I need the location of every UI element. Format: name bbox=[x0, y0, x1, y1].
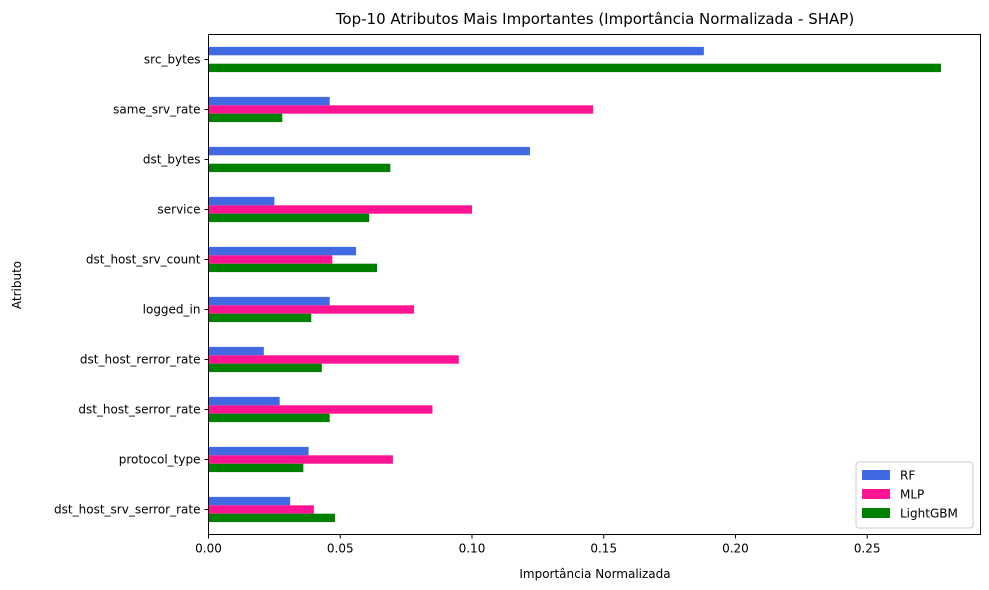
x-tick-label-0-15: 0.15 bbox=[590, 542, 617, 556]
legend-swatch-rf bbox=[862, 470, 890, 480]
bar-rf-service bbox=[208, 196, 275, 206]
x-axis-title: Importância Normalizada bbox=[519, 567, 670, 581]
y-tick-label-src-bytes: src_bytes bbox=[144, 53, 201, 67]
plot-frame bbox=[208, 34, 981, 535]
bar-mlp-dst-host-rerror-rate bbox=[208, 355, 459, 364]
bar-lightgbm-same-srv-rate bbox=[208, 113, 283, 123]
bar-lightgbm-dst-host-srv-serror-rate bbox=[208, 513, 335, 523]
bar-lightgbm-protocol-type bbox=[208, 463, 304, 473]
bar-mlp-dst-host-srv-serror-rate bbox=[208, 505, 314, 514]
y-tick-label-same-srv-rate: same_srv_rate bbox=[113, 103, 200, 117]
bar-rf-dst-host-srv-serror-rate bbox=[208, 496, 291, 506]
bar-rf-dst-host-serror-rate bbox=[208, 396, 280, 406]
bar-lightgbm-logged-in bbox=[208, 313, 312, 323]
bar-lightgbm-src-bytes bbox=[208, 63, 941, 73]
bar-rf-dst-host-rerror-rate bbox=[208, 346, 264, 356]
bar-lightgbm-dst-host-serror-rate bbox=[208, 413, 330, 423]
legend-label-rf: RF bbox=[900, 469, 915, 483]
bar-lightgbm-dst-host-rerror-rate bbox=[208, 363, 322, 373]
bar-mlp-service bbox=[208, 205, 472, 214]
bar-lightgbm-dst-bytes bbox=[208, 163, 391, 173]
bar-lightgbm-dst-host-srv-count bbox=[208, 263, 378, 273]
y-tick-label-dst-bytes: dst_bytes bbox=[143, 153, 201, 167]
bar-mlp-logged-in bbox=[208, 305, 415, 314]
bar-mlp-dst-host-serror-rate bbox=[208, 405, 433, 414]
bar-rf-same-srv-rate bbox=[208, 96, 330, 106]
y-tick-label-dst-host-rerror-rate: dst_host_rerror_rate bbox=[80, 353, 201, 367]
y-tick-label-protocol-type: protocol_type bbox=[119, 453, 201, 467]
bar-rf-logged-in bbox=[208, 296, 330, 306]
legend: RF MLP LightGBM bbox=[855, 461, 974, 529]
x-tick-label-0-00: 0.00 bbox=[195, 542, 222, 556]
x-tick-label-0-10: 0.10 bbox=[459, 542, 486, 556]
y-tick-label-dst-host-srv-serror-rate: dst_host_srv_serror_rate bbox=[54, 503, 200, 517]
legend-swatch-mlp bbox=[862, 489, 890, 499]
bar-mlp-dst-host-srv-count bbox=[208, 255, 333, 264]
y-tick-label-service: service bbox=[158, 203, 201, 217]
legend-swatch-lightgbm bbox=[862, 508, 890, 518]
bar-lightgbm-service bbox=[208, 213, 370, 223]
x-tick-label-0-05: 0.05 bbox=[327, 542, 354, 556]
x-ticks-group: 0.00 0.05 0.10 0.15 0.20 0.25 bbox=[195, 534, 881, 556]
x-tick-label-0-25: 0.25 bbox=[854, 542, 881, 556]
bar-mlp-protocol-type bbox=[208, 455, 393, 464]
bar-rf-protocol-type bbox=[208, 446, 309, 456]
bar-rf-src-bytes bbox=[208, 46, 704, 56]
y-tick-label-dst-host-serror-rate: dst_host_serror_rate bbox=[78, 403, 200, 417]
y-tick-label-logged-in: logged_in bbox=[143, 303, 201, 317]
chart-title: Top-10 Atributos Mais Importantes (Impor… bbox=[335, 10, 854, 28]
x-tick-label-0-20: 0.20 bbox=[722, 542, 749, 556]
legend-label-lightgbm: LightGBM bbox=[900, 507, 958, 521]
bar-mlp-same-srv-rate bbox=[208, 105, 594, 114]
legend-label-mlp: MLP bbox=[900, 488, 924, 502]
bar-rf-dst-bytes bbox=[208, 146, 530, 156]
bar-rf-dst-host-srv-count bbox=[208, 246, 357, 256]
y-tick-label-dst-host-srv-count: dst_host_srv_count bbox=[86, 253, 201, 267]
bars-group bbox=[208, 46, 941, 523]
y-axis-title: Atributo bbox=[10, 261, 24, 309]
